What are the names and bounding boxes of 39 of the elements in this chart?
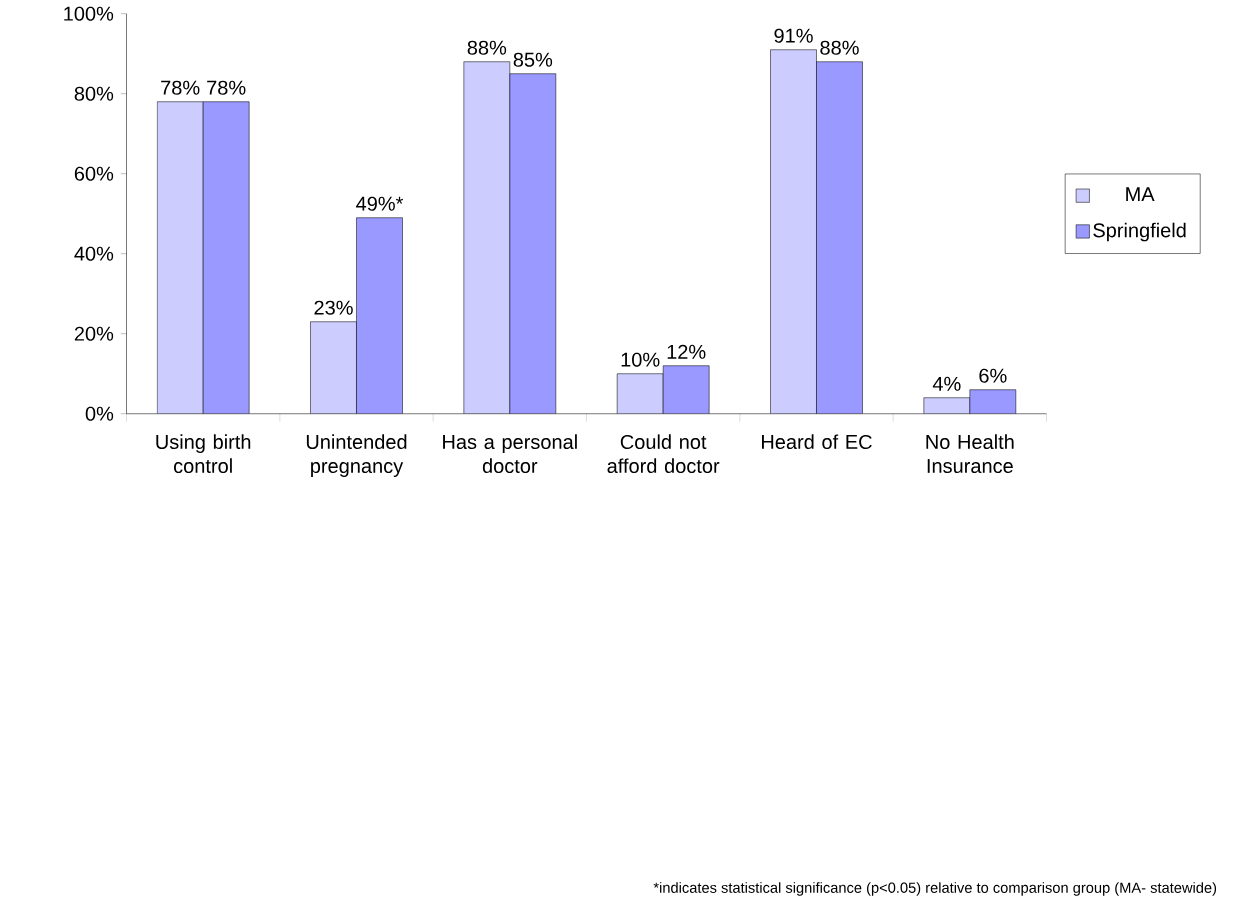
data-label: 12% [667,344,706,359]
bar [923,397,971,414]
y-tick-label: 100% [64,6,114,21]
data-label: 10% [621,352,660,367]
bar [203,101,250,414]
data-label: 78% [207,80,246,95]
data-label: 4% [932,376,961,391]
bar [663,365,710,414]
y-tick-label: 40% [74,246,114,261]
x-tick-label: Using birth control [156,434,251,474]
bar [310,321,357,414]
data-label: 85% [513,52,553,67]
bar [157,101,204,414]
x-tick-label: No Health Insurance [926,434,1014,474]
data-label: 23% [314,300,353,315]
data-label: 78% [161,80,200,95]
bar [356,217,403,414]
bar [617,373,664,414]
bar [969,389,1017,414]
text: *indicates statistical significance (p<0.05) relative to comparison group (MA- statewide) [653,882,1217,896]
y-tick-label: 20% [74,326,114,341]
data-label: 88% [467,40,507,55]
data-label: 6% [979,368,1007,383]
bar [816,61,863,414]
data-label: 88% [820,40,859,55]
bar [463,61,510,414]
y-tick-label: 60% [74,166,114,181]
y-tick-label: 80% [74,86,114,101]
y-tick-label: 0% [85,406,114,421]
bar [509,73,556,414]
data-label: 49%* [356,196,404,211]
x-tick-label: Could not afford doctor [607,434,720,474]
x-tick-label: Has a personal doctor [443,434,577,474]
legend-label: Springfield [1093,222,1186,242]
legend-label: MA [1126,187,1155,202]
x-tick-label: Heard of EC [762,434,872,450]
data-label: 91% [774,28,813,43]
x-tick-label: Unintended pregnancy [306,434,407,478]
bar [770,49,817,414]
